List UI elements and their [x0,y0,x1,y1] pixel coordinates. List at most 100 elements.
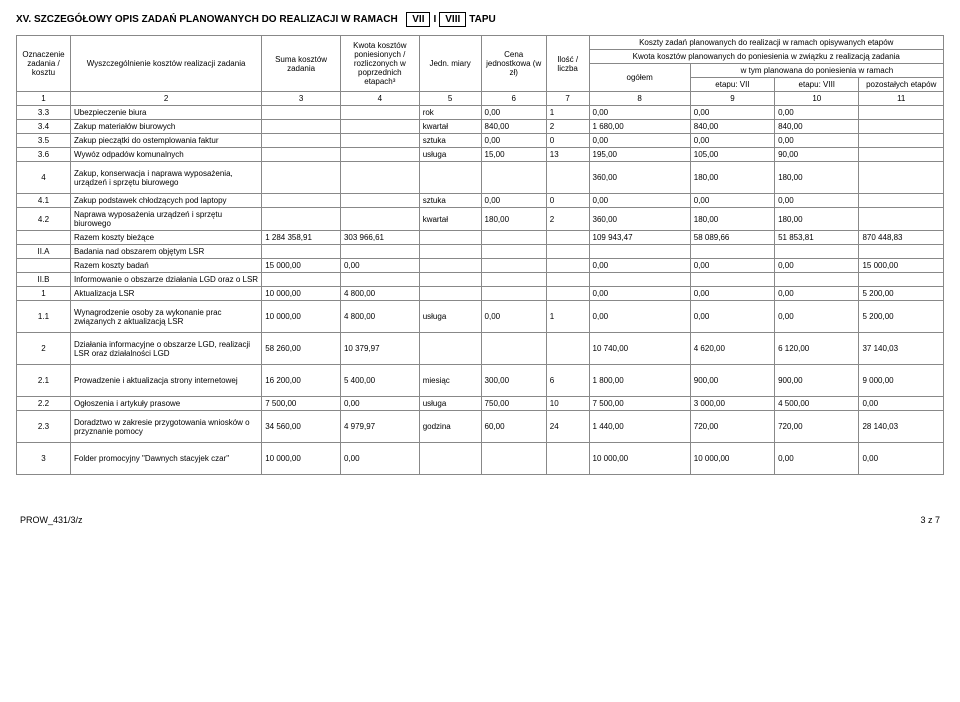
table-cell: 28 140,03 [859,411,944,443]
table-cell: 180,00 [690,162,774,194]
table-row: 3.5Zakup pieczątki do ostemplowania fakt… [17,134,944,148]
table-cell: 15,00 [481,148,546,162]
table-row: 2.1Prowadzenie i aktualizacja strony int… [17,365,944,397]
table-cell: 7 500,00 [262,397,341,411]
table-cell: 3.3 [17,106,71,120]
table-cell: 2 [546,208,589,231]
table-cell [775,273,859,287]
table-cell: 0,00 [775,259,859,273]
table-cell [546,162,589,194]
table-cell [262,134,341,148]
table-cell: Wywóz odpadów komunalnych [70,148,261,162]
table-cell: 0,00 [340,443,419,475]
table-cell [419,333,481,365]
footer-right: 3 z 7 [920,515,940,525]
title-mid: I [433,14,436,25]
table-cell [340,162,419,194]
table-cell [481,162,546,194]
th-wyszczeg: Wyszczególnienie kosztów realizacji zada… [70,36,261,92]
table-cell: 720,00 [690,411,774,443]
table-cell: 1 680,00 [589,120,690,134]
table-cell: 1 [546,106,589,120]
table-cell [340,194,419,208]
table-cell [419,443,481,475]
table-cell: 1 [546,301,589,333]
table-cell: Prowadzenie i aktualizacja strony intern… [70,365,261,397]
table-cell [262,194,341,208]
table-cell: II.B [17,273,71,287]
table-cell: 7 500,00 [589,397,690,411]
table-cell: 0,00 [775,287,859,301]
table-cell [546,333,589,365]
table-cell: 0,00 [481,106,546,120]
table-cell: 2.2 [17,397,71,411]
hn-3: 3 [262,92,341,106]
table-cell: 840,00 [481,120,546,134]
table-cell [481,273,546,287]
table-cell: 58 260,00 [262,333,341,365]
table-cell [859,120,944,134]
table-cell: usługa [419,148,481,162]
page-title: XV. SZCZEGÓŁOWY OPIS ZADAŃ PLANOWANYCH D… [16,12,944,27]
table-cell: 6 120,00 [775,333,859,365]
table-cell: 0,00 [340,259,419,273]
table-cell: 24 [546,411,589,443]
table-cell: 109 943,47 [589,231,690,245]
table-cell: Naprawa wyposażenia urządzeń i sprzętu b… [70,208,261,231]
table-cell: 0,00 [690,134,774,148]
table-cell: 180,00 [481,208,546,231]
table-cell [546,287,589,301]
table-cell: 870 448,83 [859,231,944,245]
table-cell [859,245,944,259]
table-cell: sztuka [419,134,481,148]
table-cell: rok [419,106,481,120]
table-cell: 5 400,00 [340,365,419,397]
table-cell [419,287,481,301]
table-cell [262,106,341,120]
table-cell: Doradztwo w zakresie przygotowania wnios… [70,411,261,443]
table-cell [340,120,419,134]
table-cell: Wynagrodzenie osoby za wykonanie prac zw… [70,301,261,333]
table-cell [419,162,481,194]
table-cell: 360,00 [589,162,690,194]
table-cell: 4 800,00 [340,301,419,333]
table-cell: 300,00 [481,365,546,397]
table-row: 1Aktualizacja LSR10 000,004 800,000,000,… [17,287,944,301]
title-box-2: VIII [439,12,466,27]
table-cell: 0,00 [690,287,774,301]
table-cell: 34 560,00 [262,411,341,443]
th-jedn: Jedn. miary [419,36,481,92]
hn-10: 10 [775,92,859,106]
table-cell: godzina [419,411,481,443]
table-cell: 15 000,00 [859,259,944,273]
table-cell: 3.6 [17,148,71,162]
hn-7: 7 [546,92,589,106]
table-cell [419,231,481,245]
table-cell: 4.2 [17,208,71,231]
table-cell [262,273,341,287]
table-row: II.ABadania nad obszarem objętym LSR [17,245,944,259]
table-cell: 2.1 [17,365,71,397]
th-ogolem: ogółem [589,64,690,92]
table-row: 2.3Doradztwo w zakresie przygotowania wn… [17,411,944,443]
table-cell: 1 [17,287,71,301]
table-cell: 15 000,00 [262,259,341,273]
table-cell [17,231,71,245]
table-cell: 0,00 [589,259,690,273]
table-cell: 900,00 [775,365,859,397]
table-cell: Aktualizacja LSR [70,287,261,301]
table-cell: Folder promocyjny "Dawnych stacyjek czar… [70,443,261,475]
table-cell: 1 800,00 [589,365,690,397]
table-cell: 0,00 [481,134,546,148]
title-suffix: TAPU [469,14,495,25]
table-cell [859,134,944,148]
table-cell: 0,00 [481,194,546,208]
th-cena: Cena jednostkowa (w zł) [481,36,546,92]
hn-6: 6 [481,92,546,106]
table-cell [481,443,546,475]
table-cell: 51 853,81 [775,231,859,245]
table-cell: 0,00 [589,287,690,301]
table-cell [859,162,944,194]
table-cell [17,259,71,273]
table-cell: miesiąc [419,365,481,397]
